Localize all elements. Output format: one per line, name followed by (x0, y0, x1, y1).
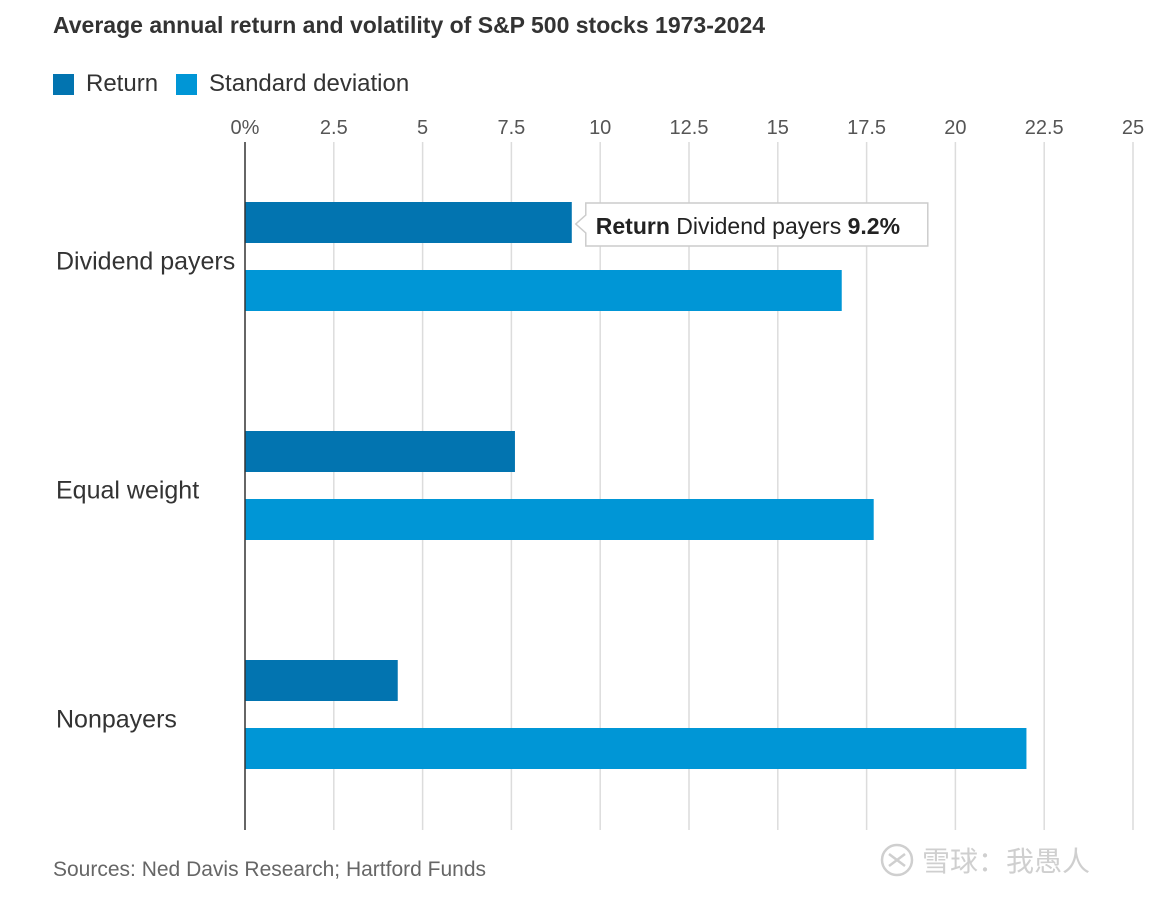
watermark: 雪球：我愚人 (880, 840, 1090, 880)
x-tick-label-3: 7.5 (497, 117, 525, 139)
source-note: Sources: Ned Davis Research; Hartford Fu… (53, 858, 487, 881)
x-tick-label-0: 0% (231, 117, 260, 139)
bar-return-equal-weight (245, 431, 515, 472)
x-tick-label-6: 15 (767, 117, 789, 139)
x-tick-label-4: 10 (589, 117, 611, 139)
tooltip-category: Dividend payers (670, 213, 848, 239)
tooltip-text: Return Dividend payers 9.2% (596, 213, 900, 239)
snowball-logo-icon (880, 843, 914, 877)
bar-standard-deviation-equal-weight (245, 499, 874, 540)
x-tick-label-9: 22.5 (1025, 117, 1064, 139)
bar-return-dividend-payers (245, 202, 572, 243)
x-tick-label-2: 5 (417, 117, 428, 139)
x-tick-label-8: 20 (944, 117, 966, 139)
legend-swatch-standard-deviation (176, 73, 198, 95)
watermark-text: 雪球：我愚人 (922, 846, 1091, 877)
category-label-2: Nonpayers (56, 706, 177, 734)
legend-label-standard-deviation: Standard deviation (209, 70, 410, 97)
tooltip-value: 9.2% (848, 213, 900, 239)
x-tick-label-7: 17.5 (847, 117, 886, 139)
legend-item-standard-deviation[interactable]: Standard deviation (176, 70, 409, 98)
x-tick-label-5: 12.5 (670, 117, 709, 139)
tooltip-box (574, 202, 929, 247)
bar-return-nonpayers (245, 660, 398, 701)
bar-standard-deviation-dividend-payers (245, 270, 842, 311)
category-label-0: Dividend payers (56, 248, 235, 276)
tooltip-series: Return (596, 213, 670, 239)
legend-item-return[interactable]: Return (53, 70, 158, 98)
x-tick-label-1: 2.5 (320, 117, 348, 139)
x-tick-label-10: 25 (1122, 117, 1144, 139)
chart-legend: Return Standard deviation (53, 70, 427, 98)
chart-title: Average annual return and volatility of … (53, 12, 766, 38)
legend-label-return: Return (86, 70, 159, 97)
legend-swatch-return (53, 73, 74, 95)
category-label-1: Equal weight (56, 477, 199, 505)
bar-standard-deviation-nonpayers (245, 728, 1027, 769)
